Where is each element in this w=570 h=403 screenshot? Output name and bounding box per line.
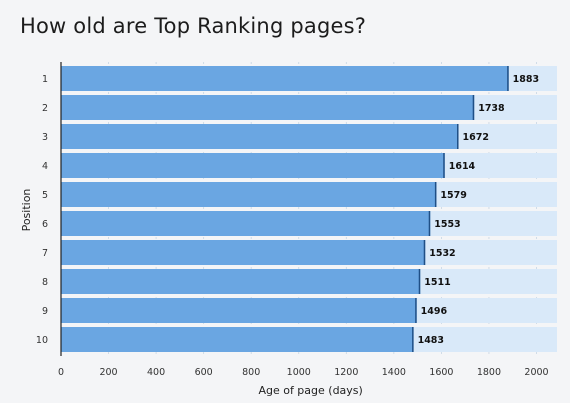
x-tick-labels: 0 200 400 600 800 1000 1200 1400 1600 1800 2000 [58, 367, 549, 378]
y-axis-title: Position [20, 189, 33, 232]
value-labels: 1883 1738 1672 1614 1579 1553 1532 1511 1496 1483 [418, 74, 540, 346]
y-tick-label-10: 10 [36, 335, 48, 346]
x-tick-label-2000: 2000 [524, 367, 548, 378]
bar-end-6 [428, 211, 431, 236]
y-tick-label-5: 5 [42, 190, 48, 201]
y-tick-label-2: 2 [42, 103, 48, 114]
bars [61, 66, 509, 352]
bar-end-7 [423, 240, 426, 265]
bar-position-5 [61, 182, 437, 207]
x-tick-label-200: 200 [99, 367, 117, 378]
y-tick-label-6: 6 [42, 219, 48, 230]
value-label-7: 1532 [429, 248, 455, 259]
bar-position-9 [61, 298, 417, 323]
x-tick-label-1600: 1600 [429, 367, 453, 378]
x-tick-label-1800: 1800 [477, 367, 501, 378]
x-axis-title: Age of page (days) [258, 384, 362, 397]
bar-end-3 [457, 124, 459, 149]
y-tick-label-7: 7 [42, 248, 48, 259]
x-tick-label-0: 0 [58, 367, 64, 378]
bar-position-10 [61, 327, 414, 352]
x-tick-label-400: 400 [147, 367, 165, 378]
bar-end-2 [472, 95, 475, 120]
chart-title: How old are Top Ranking pages? [20, 14, 367, 38]
bar-end-9 [415, 298, 417, 323]
y-tick-label-9: 9 [42, 306, 48, 317]
x-tick-label-1000: 1000 [287, 367, 311, 378]
bar-position-1 [61, 66, 509, 91]
value-label-2: 1738 [478, 103, 505, 114]
y-tick-label-4: 4 [42, 161, 48, 172]
bar-end-8 [418, 269, 421, 294]
bar-position-7 [61, 240, 426, 265]
value-label-9: 1496 [421, 306, 448, 317]
bar-position-8 [61, 269, 421, 294]
x-tick-label-800: 800 [242, 367, 260, 378]
x-tick-label-1200: 1200 [334, 367, 358, 378]
y-tick-label-8: 8 [42, 277, 48, 288]
y-tick-label-1: 1 [42, 74, 48, 85]
bar-position-4 [61, 153, 445, 178]
value-label-10: 1483 [418, 335, 444, 346]
bar-position-6 [61, 211, 431, 236]
x-tick-label-600: 600 [195, 367, 213, 378]
value-label-3: 1672 [463, 132, 489, 143]
x-tick-label-1400: 1400 [382, 367, 406, 378]
y-tick-labels: 1 2 3 4 5 6 7 8 9 10 [36, 74, 48, 346]
value-label-1: 1883 [513, 74, 539, 85]
value-label-4: 1614 [449, 161, 476, 172]
bar-end-5 [434, 182, 437, 207]
value-label-6: 1553 [434, 219, 460, 230]
bar-end-4 [443, 153, 445, 178]
bar-position-3 [61, 124, 459, 149]
value-label-5: 1579 [440, 190, 466, 201]
bar-position-2 [61, 95, 475, 120]
y-tick-label-3: 3 [42, 132, 48, 143]
value-label-8: 1511 [424, 277, 450, 288]
bar-end-10 [412, 327, 414, 352]
bar-end-1 [507, 66, 509, 91]
